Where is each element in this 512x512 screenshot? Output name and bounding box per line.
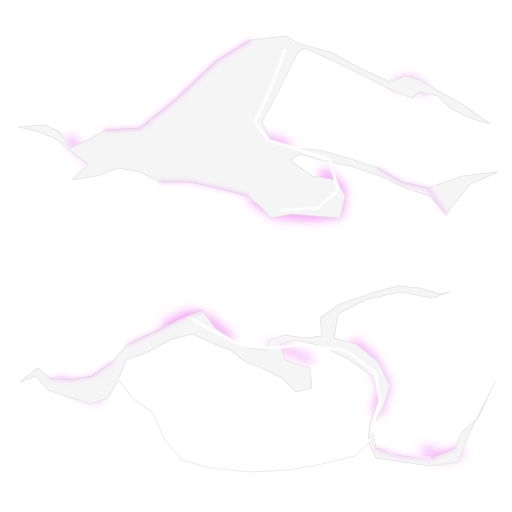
lower-streak-drape (117, 379, 373, 473)
upper-streak-core (253, 48, 340, 212)
lower-streak-core (188, 316, 432, 460)
upper-light-streak (17, 35, 499, 221)
upper-streak-edge-tint (104, 39, 447, 215)
lower-streak-edge-tint (49, 309, 456, 459)
lower-light-streak (19, 285, 496, 473)
